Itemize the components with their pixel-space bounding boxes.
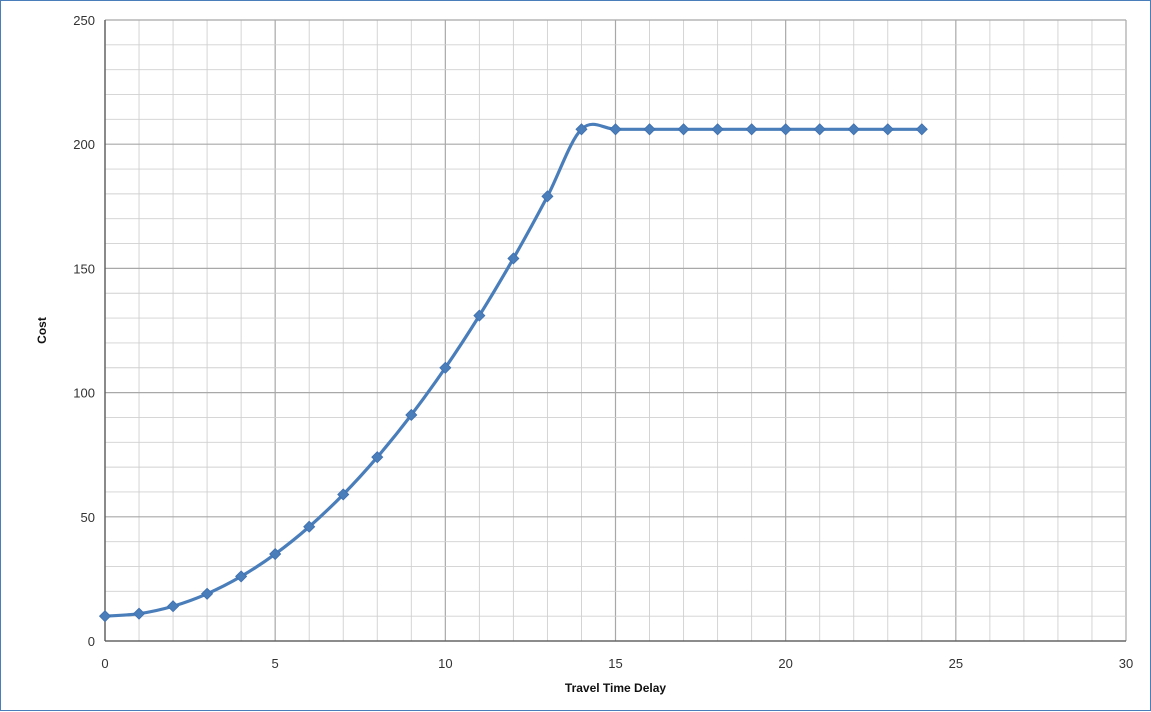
y-tick-label: 150 bbox=[73, 261, 95, 276]
data-point-marker bbox=[303, 520, 316, 533]
x-axis-title: Travel Time Delay bbox=[565, 681, 667, 695]
y-tick-label: 50 bbox=[81, 510, 95, 525]
data-point-marker bbox=[575, 123, 588, 136]
y-tick-label: 100 bbox=[73, 386, 95, 401]
data-point-marker bbox=[201, 587, 214, 600]
data-point-marker bbox=[847, 123, 860, 136]
x-tick-label: 10 bbox=[438, 656, 452, 671]
y-tick-label: 250 bbox=[73, 13, 95, 28]
x-tick-label: 0 bbox=[101, 656, 108, 671]
data-point-marker bbox=[609, 123, 622, 136]
y-tick-label: 0 bbox=[88, 634, 95, 649]
data-point-marker bbox=[915, 123, 928, 136]
data-point-marker bbox=[405, 408, 418, 422]
x-tick-labels: 0 5 10 15 20 25 30 bbox=[101, 656, 1133, 671]
data-point-marker bbox=[337, 488, 350, 501]
x-tick-label: 20 bbox=[778, 656, 792, 671]
data-point-marker bbox=[745, 123, 758, 136]
data-point-marker bbox=[235, 570, 248, 583]
data-point-marker bbox=[813, 123, 826, 136]
x-tick-label: 15 bbox=[608, 656, 622, 671]
y-tick-labels: 0 50 100 150 200 250 bbox=[73, 13, 95, 649]
data-point-marker bbox=[269, 547, 282, 561]
axes bbox=[104, 20, 1126, 642]
y-tick-label: 200 bbox=[73, 137, 95, 152]
data-point-marker bbox=[473, 309, 486, 322]
data-point-marker bbox=[98, 610, 112, 623]
series-layer bbox=[98, 122, 928, 623]
data-point-marker bbox=[167, 600, 180, 613]
data-point-marker bbox=[132, 607, 146, 620]
data-point-marker bbox=[507, 252, 520, 265]
data-point-marker bbox=[541, 190, 554, 203]
data-point-marker bbox=[711, 123, 724, 136]
data-point-marker bbox=[677, 123, 690, 136]
x-tick-label: 25 bbox=[949, 656, 963, 671]
y-axis-title: Cost bbox=[35, 317, 49, 344]
data-point-marker bbox=[643, 123, 656, 136]
x-tick-label: 30 bbox=[1119, 656, 1133, 671]
x-tick-label: 5 bbox=[272, 656, 279, 671]
data-point-marker bbox=[371, 451, 384, 464]
data-point-marker bbox=[881, 123, 894, 136]
data-point-marker bbox=[779, 123, 792, 136]
grid bbox=[104, 19, 1127, 642]
data-point-marker bbox=[439, 361, 452, 374]
